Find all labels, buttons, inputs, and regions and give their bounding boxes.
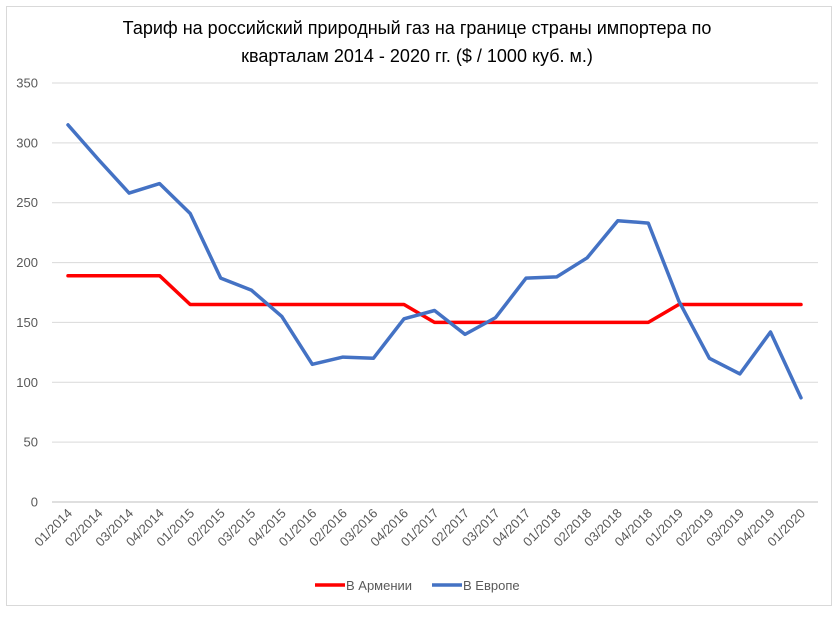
y-tick-label: 250 bbox=[16, 195, 38, 210]
gridlines bbox=[52, 82, 818, 503]
y-tick-label: 100 bbox=[16, 375, 38, 390]
y-tick-label: 300 bbox=[16, 135, 38, 150]
y-tick-label: 50 bbox=[24, 435, 38, 450]
y-tick-label: 150 bbox=[16, 315, 38, 330]
x-axis: 01/201402/201403/201404/201401/201502/20… bbox=[31, 506, 808, 550]
chart-title-line-1: Тариф на российский природный газ на гра… bbox=[123, 18, 712, 38]
chart-title-line-2: кварталам 2014 - 2020 гг. ($ / 1000 куб.… bbox=[241, 46, 593, 66]
y-tick-label: 200 bbox=[16, 255, 38, 270]
y-tick-label: 0 bbox=[31, 495, 38, 510]
series-lines bbox=[66, 123, 803, 400]
y-axis: 0 50 100 150 200 250 300 350 bbox=[16, 76, 38, 510]
chart-title: Тариф на российский природный газ на гра… bbox=[123, 18, 712, 66]
legend-label: В Европе bbox=[463, 578, 520, 593]
legend: В Армении В Европе bbox=[315, 578, 520, 593]
series-line-2 bbox=[66, 123, 803, 400]
series-line-1 bbox=[66, 273, 803, 325]
y-tick-label: 350 bbox=[16, 76, 38, 91]
legend-label: В Армении bbox=[346, 578, 412, 593]
